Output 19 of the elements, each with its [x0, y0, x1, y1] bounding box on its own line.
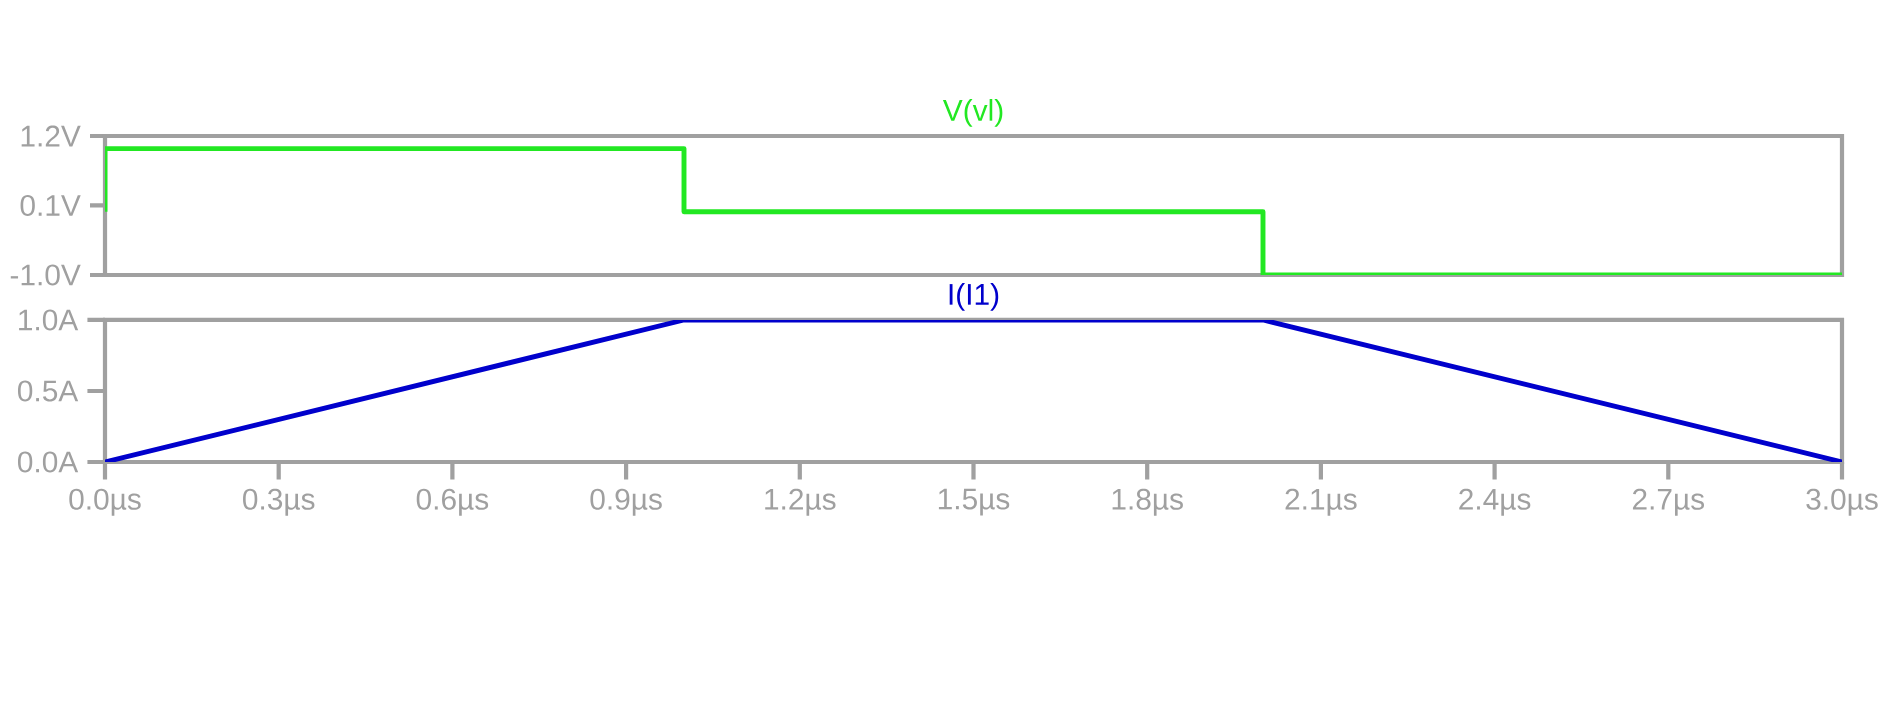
x-tick-label: 1.8µs — [1112, 488, 1183, 516]
chart-title: V(vl) — [942, 99, 1003, 127]
x-tick-label: 0.3µs — [243, 488, 315, 516]
x-tick-label: 2.7µs — [1632, 488, 1705, 516]
x-tick-label: 0.9µs — [590, 488, 662, 516]
y-tick-label: 0.5A — [17, 380, 79, 402]
y-tick-label: 1.0A — [19, 309, 79, 331]
y-tick-label: 1.2V — [21, 125, 81, 147]
chart-title: I(I1) — [949, 283, 999, 311]
x-tick-label: 1.2µs — [765, 488, 836, 516]
x-tick-label: 0.6µs — [416, 488, 489, 516]
y-tick-label: -1.0V — [10, 264, 81, 286]
x-tick-label: 2.1µs — [1285, 488, 1357, 516]
x-tick-label: 2.4µs — [1459, 488, 1531, 516]
x-tick-label: 0.0µs — [69, 488, 141, 516]
x-tick-label: 3.0µs — [1806, 488, 1878, 516]
y-tick-label: 0.0A — [17, 451, 79, 473]
y-tick-label: 0.1V — [20, 194, 81, 217]
x-tick-label: 1.5µs — [938, 488, 1010, 516]
